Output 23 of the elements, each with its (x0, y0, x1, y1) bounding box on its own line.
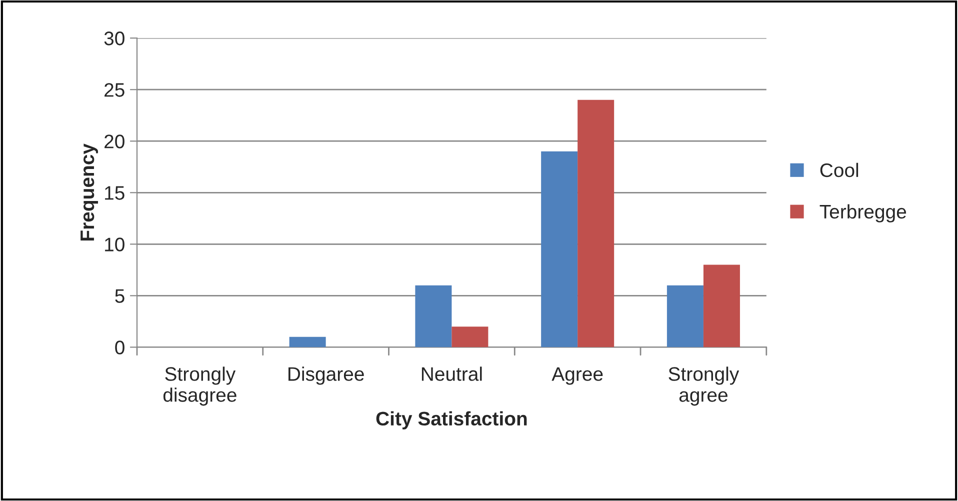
y-tick-label: 25 (104, 83, 124, 97)
y-tick-label: 5 (115, 289, 124, 303)
x-axis-title: City Satisfaction (376, 411, 527, 430)
bar (415, 285, 452, 348)
bar (578, 100, 614, 348)
bar (703, 264, 740, 348)
x-tick-label: Agree (552, 367, 603, 385)
legend-label: Cool (820, 162, 858, 178)
bar (541, 151, 578, 348)
x-tick-label: Disgaree (288, 366, 364, 385)
y-tick-label: 15 (105, 186, 124, 200)
y-tick-label: 10 (105, 238, 124, 252)
legend-label: Terbregge (820, 204, 906, 222)
bar (289, 336, 326, 348)
y-tick-label: 0 (115, 340, 124, 354)
bar (666, 285, 704, 348)
y-axis-title: Frequency (80, 144, 98, 240)
x-tick-label: Strongly agree (668, 366, 740, 406)
x-tick-label: Neutral (422, 366, 482, 381)
x-tick-label: Strongly disagree (163, 366, 236, 406)
y-tick-label: 30 (104, 32, 124, 46)
y-tick-label: 20 (104, 134, 124, 148)
bar (452, 326, 488, 348)
